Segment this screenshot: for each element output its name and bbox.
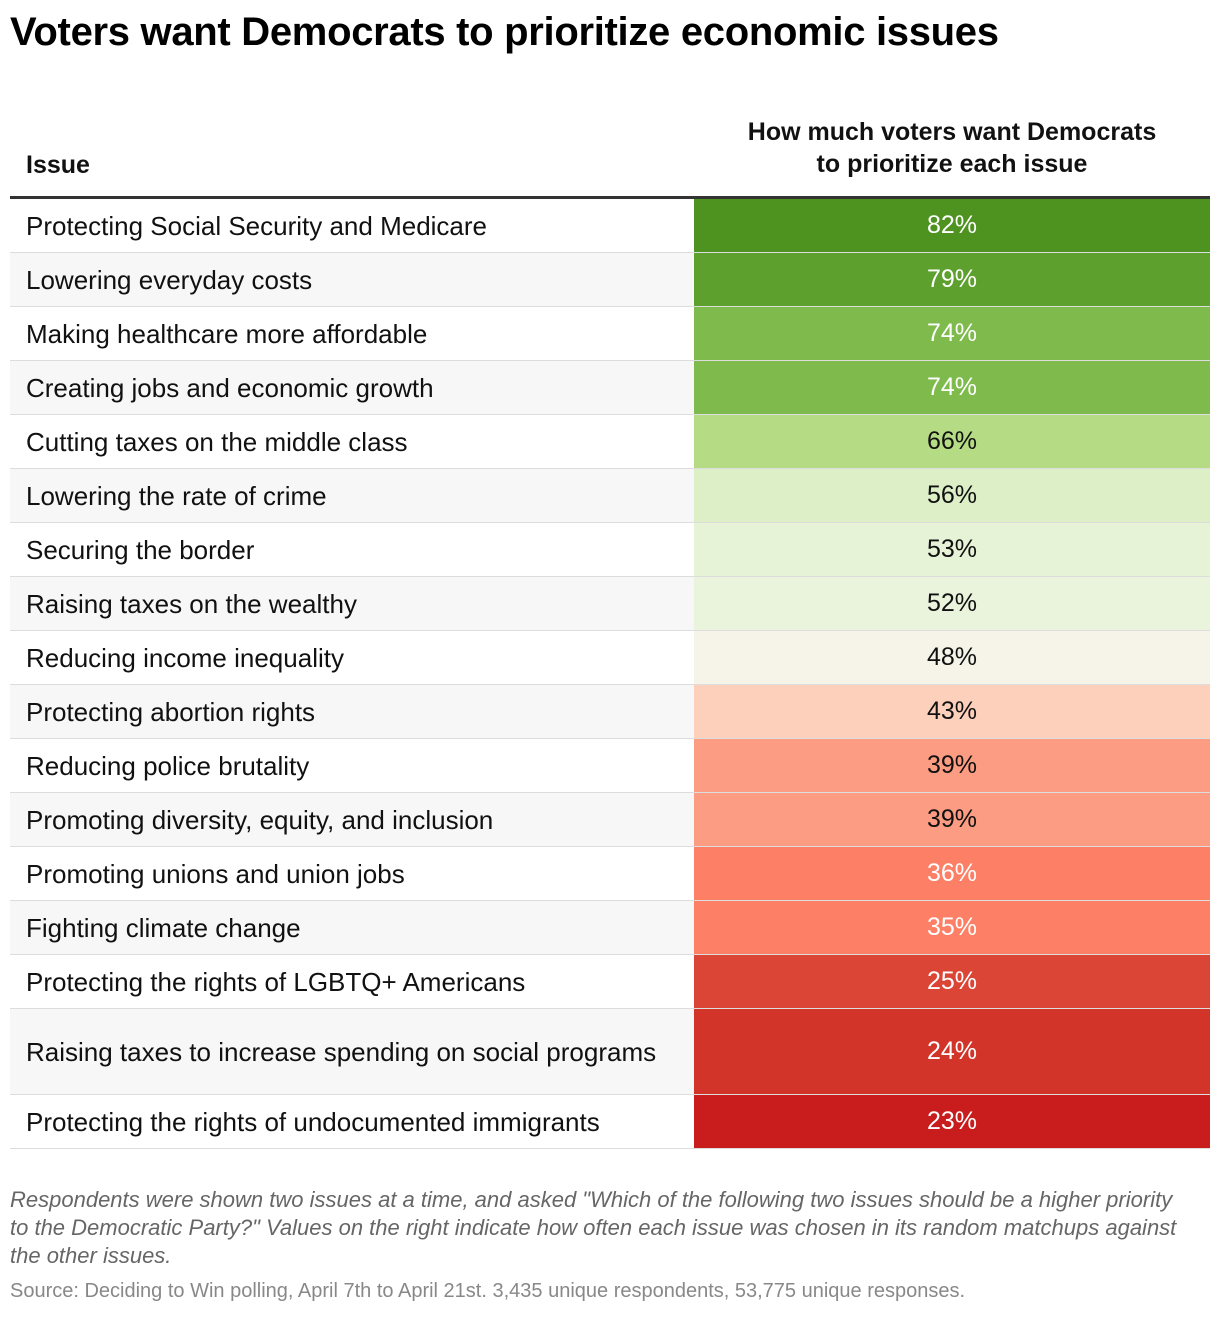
issue-label: Fighting climate change (10, 901, 694, 954)
table-row: Lowering everyday costs 79% (10, 253, 1210, 307)
issue-label: Promoting unions and union jobs (26, 858, 405, 889)
table-row: Making healthcare more affordable 74% (10, 307, 1210, 361)
issue-label: Protecting the rights of undocumented im… (26, 1106, 600, 1137)
issue-label: Protecting Social Security and Medicare (26, 210, 488, 241)
table-row: Reducing income inequality 48% (10, 631, 1210, 685)
table-header: Issue How much voters want Democrats to … (10, 112, 1210, 199)
source-note: Source: Deciding to Win polling, April 7… (10, 1280, 966, 1302)
table-row: Reducing police brutality 39% (10, 739, 1210, 793)
issue-label: Reducing police brutality (26, 750, 310, 781)
table-row: Securing the border 53% (10, 523, 1210, 577)
footnote: Respondents were shown two issues at a t… (10, 1187, 1177, 1268)
table-row: Protecting Social Security and Medicare 8… (10, 199, 1210, 253)
value-cell: 66% (694, 415, 1210, 468)
header-value-line1: How much voters want Democrats (747, 118, 1157, 146)
value-cell: 53% (694, 523, 1210, 576)
table-row: Promoting diversity, equity, and inclusi… (10, 793, 1210, 847)
table-row: Cutting taxes on the middle class 66% (10, 415, 1210, 469)
value-cell: 35% (694, 901, 1210, 954)
value-cell: 74% (694, 307, 1210, 360)
value-cell: 82% (694, 199, 1210, 252)
issue-label: Securing the border (26, 534, 255, 565)
value-cell: 39% (694, 739, 1210, 792)
issue-label: Raising taxes to increase spending on so… (10, 1009, 694, 1094)
value-cell: 56% (694, 469, 1210, 522)
table-row: Lowering the rate of crime 56% (10, 469, 1210, 523)
table-row: Creating jobs and economic growth 74% (10, 361, 1210, 415)
table-row: Raising taxes to increase spending on so… (10, 1009, 1210, 1095)
issue-label: Raising taxes on the wealthy (10, 577, 694, 630)
table-row: Protecting the rights of undocumented im… (10, 1095, 1210, 1149)
header-issue: Issue (26, 151, 90, 179)
value-cell: 48% (694, 631, 1210, 684)
value-cell: 23% (694, 1095, 1210, 1148)
issue-label: Protecting abortion rights (10, 685, 694, 738)
issue-label: Lowering everyday costs (10, 253, 694, 306)
chart-title: Voters want Democrats to prioritize econ… (10, 10, 999, 54)
value-cell: 43% (694, 685, 1210, 738)
value-cell: 24% (694, 1009, 1210, 1094)
value-cell: 25% (694, 955, 1210, 1008)
issue-label: Lowering the rate of crime (10, 469, 694, 522)
issue-label: Promoting diversity, equity, and inclusi… (10, 793, 694, 846)
table-body: Protecting Social Security and Medicare 8… (10, 199, 1210, 1149)
issue-label: Cutting taxes on the middle class (26, 426, 408, 457)
value-cell: 79% (694, 253, 1210, 306)
table-row: Raising taxes on the wealthy 52% (10, 577, 1210, 631)
table-row: Protecting the rights of LGBTQ+ American… (10, 955, 1210, 1009)
value-cell: 36% (694, 847, 1210, 900)
table-row: Promoting unions and union jobs 36% (10, 847, 1210, 901)
header-value-line2: to prioritize each issue (816, 150, 1088, 178)
table-row: Protecting abortion rights 43% (10, 685, 1210, 739)
value-cell: 39% (694, 793, 1210, 846)
issue-label: Creating jobs and economic growth (10, 361, 694, 414)
issue-label: Reducing income inequality (26, 642, 344, 673)
table-row: Fighting climate change 35% (10, 901, 1210, 955)
issue-label: Protecting the rights of LGBTQ+ American… (26, 966, 526, 997)
issue-label: Making healthcare more affordable (26, 318, 428, 349)
value-cell: 74% (694, 361, 1210, 414)
data-table: Issue How much voters want Democrats to … (10, 112, 1210, 1149)
value-cell: 52% (694, 577, 1210, 630)
header-value: How much voters want Democrats to priori… (694, 116, 1210, 180)
